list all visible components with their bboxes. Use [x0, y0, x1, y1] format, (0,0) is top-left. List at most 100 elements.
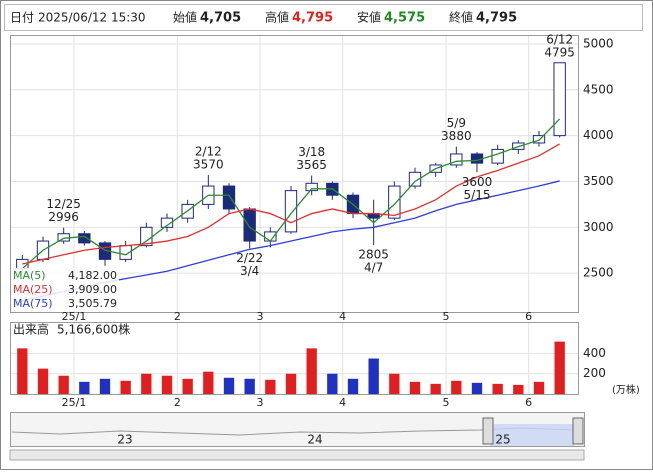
y-tick-label: 3000: [583, 220, 614, 234]
value: 4,705: [200, 11, 241, 26]
annotation: 4795: [544, 45, 575, 59]
volume-bar: [533, 381, 545, 394]
volume-bar: [265, 379, 276, 394]
candle-body: [284, 190, 298, 233]
volume-bar: [203, 371, 214, 394]
candle-body: [388, 185, 401, 219]
annotation: 3565: [296, 158, 327, 172]
candle-body: [408, 171, 422, 187]
date: 2025/06/12 15:30: [38, 11, 146, 25]
y-tick-label: 4500: [583, 82, 614, 96]
annotation: 3600: [462, 175, 493, 189]
x-tick-label: 25/1: [62, 310, 87, 323]
nav-handle[interactable]: [572, 417, 584, 445]
volume-bar: [99, 378, 111, 394]
value: 4,795: [476, 11, 517, 26]
legend-box: [11, 268, 119, 311]
candle-body: [243, 208, 256, 242]
y-tick-label: 4000: [583, 128, 614, 142]
candle-body: [78, 233, 91, 244]
x-tick-label: 2: [174, 396, 181, 409]
volume-value: 5,166,600株: [57, 322, 130, 337]
volume-bar: [451, 380, 462, 394]
candle-body: [450, 153, 463, 166]
candle-body: [222, 185, 236, 210]
label: 終値: [449, 10, 473, 25]
annotation: 2/22: [236, 251, 263, 265]
volume-bar: [120, 380, 131, 394]
annotation: 2/12: [195, 145, 222, 159]
volume-bar: [223, 377, 235, 394]
volume-bar: [37, 368, 49, 394]
annotation: 3880: [441, 129, 472, 143]
x-tick-label: 6: [525, 396, 532, 409]
x-tick-label: 3: [257, 396, 264, 409]
annotation: 5/15: [464, 188, 491, 202]
candle-body: [491, 148, 504, 164]
volume-bar: [161, 375, 173, 394]
navigator-window[interactable]: [490, 424, 574, 446]
label: 始値: [173, 10, 197, 25]
x-tick-label: 5: [443, 310, 450, 323]
y-tick-label: 200: [583, 366, 606, 380]
scrollbar[interactable]: [9, 449, 585, 461]
ma-line: [22, 143, 560, 265]
value: 4,795: [292, 11, 333, 26]
label: 高値: [265, 10, 289, 25]
annotation: 12/25: [46, 197, 81, 211]
volume-bar: [244, 378, 255, 394]
volume-bar: [492, 383, 503, 394]
candle-body: [16, 258, 29, 270]
annotation: 5/9: [447, 116, 466, 130]
annotation: 4/7: [364, 261, 383, 275]
y-tick-label: 3500: [583, 174, 614, 188]
price-panel: [10, 35, 579, 313]
legend-value: 3,909.00: [68, 283, 117, 296]
volume-bar: [327, 373, 338, 394]
annotation: 2805: [358, 248, 389, 262]
legend-value: 3,505.79: [68, 297, 117, 310]
volume-unit: (万株): [612, 383, 640, 396]
header: 日付 2025/06/12 15:30 始値 4,705 高値 4,795 安値…: [10, 10, 517, 26]
nav-label: 24: [307, 433, 322, 447]
y-tick-label: 5000: [583, 36, 614, 50]
volume-title: 出来高: [13, 322, 49, 337]
volume-bar: [554, 341, 565, 394]
legend-name: MA(75): [13, 297, 53, 310]
volume-bar: [17, 348, 28, 394]
x-tick-label: 4: [339, 310, 346, 323]
nav-handle[interactable]: [482, 417, 494, 445]
candle-body: [305, 182, 318, 192]
volume-bar: [409, 381, 421, 394]
nav-label: 25: [495, 433, 510, 447]
candle-body: [160, 217, 174, 228]
label: 安値: [357, 10, 381, 25]
candle-body: [553, 62, 566, 137]
annotation: 6/12: [546, 32, 573, 46]
annotation: 3570: [193, 158, 224, 172]
y-tick-label: 2500: [583, 266, 614, 280]
ma-line: [21, 118, 561, 270]
volume-bar: [471, 382, 483, 394]
x-tick-label: 2: [174, 310, 181, 323]
volume-bar: [79, 381, 90, 394]
value: 4,575: [384, 11, 425, 26]
volume-bar: [368, 358, 379, 394]
annotation: 2996: [48, 210, 79, 224]
legend-name: MA(25): [13, 283, 53, 296]
annotation: 3/18: [298, 145, 325, 159]
x-tick-label: 5: [443, 396, 450, 409]
volume-bar: [347, 378, 359, 394]
volume-bar: [306, 348, 317, 394]
legend-value: 4,182.00: [68, 269, 117, 282]
x-tick-label: 25/1: [62, 396, 87, 409]
y-tick-label: 400: [583, 346, 606, 360]
volume-bar: [182, 378, 193, 394]
header-box: [4, 4, 643, 31]
volume-bar: [389, 373, 400, 394]
x-tick-label: 3: [257, 310, 264, 323]
label: 日付: [10, 11, 34, 25]
volume-bar: [513, 384, 524, 394]
volume-bar: [141, 373, 152, 394]
